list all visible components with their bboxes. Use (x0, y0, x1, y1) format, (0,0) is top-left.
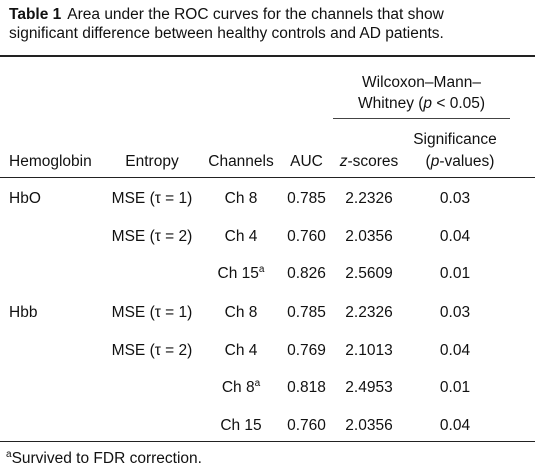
auc-cell: 0.818 (287, 379, 326, 396)
z-score-cell: 2.1013 (345, 342, 393, 359)
hemoglobin-header: Hemoglobin (9, 153, 92, 170)
auc-cell: 0.760 (287, 228, 326, 245)
table-footnote: aSurvived to FDR correction. (6, 450, 202, 468)
auc-cell: 0.785 (287, 190, 326, 207)
auc-cell: 0.769 (287, 342, 326, 359)
auc-cell: 0.785 (287, 304, 326, 321)
z-scores-header: z-scores (339, 153, 399, 170)
group-header-line-1: Wilcoxon–Mann– (362, 74, 481, 91)
z-score-cell: 2.2326 (345, 304, 393, 321)
channel-cell: Ch 8 (224, 304, 258, 321)
channel-cell: Ch 15 (220, 417, 262, 434)
auc-cell: 0.760 (287, 417, 326, 434)
header-rule (0, 177, 535, 178)
entropy-header: Entropy (125, 153, 179, 170)
hemoglobin-cell: Hbb (9, 304, 38, 321)
channels-header: Channels (208, 153, 274, 170)
entropy-cell: MSE (τ = 2) (111, 228, 193, 245)
footnote-marker: a (6, 449, 12, 460)
channel-cell: Ch 4 (224, 228, 258, 245)
footnote-text: Survived to FDR correction. (11, 450, 202, 467)
z-score-cell: 2.0356 (345, 228, 393, 245)
p-value-cell: 0.04 (439, 228, 471, 245)
auc-header: AUC (290, 153, 323, 170)
p-value-cell: 0.01 (439, 379, 471, 396)
channel-cell: Ch 8a (221, 378, 261, 397)
entropy-cell: MSE (τ = 2) (111, 342, 193, 359)
z-score-cell: 2.4953 (345, 379, 393, 396)
p-value-cell: 0.01 (439, 265, 471, 282)
z-score-cell: 2.2326 (345, 190, 393, 207)
z-score-cell: 2.5609 (345, 265, 393, 282)
p-value-cell: 0.04 (439, 342, 471, 359)
table-label: Table 1 (9, 6, 62, 23)
channel-cell: Ch 15a (217, 264, 265, 283)
hemoglobin-cell: HbO (9, 190, 41, 207)
significance-header-line-2: (p-values) (425, 153, 495, 170)
caption-line-1: Area under the ROC curves for the channe… (67, 6, 444, 23)
significance-header-line-1: Significance (413, 131, 497, 148)
bottom-rule (0, 441, 535, 442)
group-header-rule (333, 118, 510, 119)
entropy-cell: MSE (τ = 1) (111, 304, 193, 321)
auc-cell: 0.826 (287, 265, 326, 282)
table-caption: Table 1 Area under the ROC curves for the… (9, 5, 529, 43)
entropy-cell: MSE (τ = 1) (111, 190, 193, 207)
p-value-cell: 0.03 (439, 190, 471, 207)
caption-line-2: significant difference between healthy c… (9, 25, 444, 42)
channel-cell: Ch 8 (224, 190, 258, 207)
p-value-cell: 0.03 (439, 304, 471, 321)
group-header-line-2: Whitney (p < 0.05) (357, 95, 486, 112)
z-score-cell: 2.0356 (345, 417, 393, 434)
channel-cell: Ch 4 (224, 342, 258, 359)
top-rule (0, 55, 535, 57)
p-value-cell: 0.04 (439, 417, 471, 434)
